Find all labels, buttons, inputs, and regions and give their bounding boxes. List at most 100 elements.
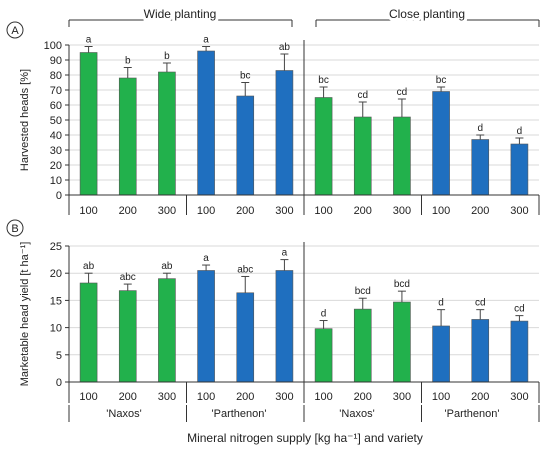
panel-b-y-tick-label: 5 <box>56 350 62 362</box>
panel-b-letter-5: abc <box>237 264 253 275</box>
variety-label-parthenon-wide: 'Parthenon' <box>212 408 267 420</box>
panel-a-letter-4: a <box>203 35 209 46</box>
panel-a-x-tick-label-10: 100 <box>432 205 450 217</box>
panel-a-letter-5: bc <box>240 71 251 82</box>
panel-a-x-tick-label-12: 300 <box>510 205 528 217</box>
panel-a-y-tick-label: 70 <box>50 85 62 97</box>
panel-a-bar-2 <box>118 77 137 196</box>
group-label-wide: Wide planting <box>144 7 217 21</box>
panel-a-y-tick-label: 90 <box>50 55 62 67</box>
variety-label-naxos-wide: 'Naxos' <box>106 408 141 420</box>
panel-a-x-tick-label-11: 200 <box>471 205 489 217</box>
panel-a-x-axis <box>68 40 540 215</box>
panel-b-x-tick-label-3: 300 <box>158 391 176 403</box>
panel-a-y-tick-label: 0 <box>56 190 62 202</box>
panel-a-bar-10 <box>432 91 450 196</box>
panel-a-x-tick-label-9: 300 <box>393 205 411 217</box>
panel-b-letter-4: a <box>203 253 209 264</box>
panel-a-marker: A <box>6 21 24 39</box>
group-bracket-close <box>315 19 540 27</box>
panel-b-y-tick-label: 20 <box>50 268 62 280</box>
panel-b-x-tick-label-2: 200 <box>119 391 137 403</box>
panel-b-bar-10 <box>432 325 450 383</box>
panel-a-x-tick-label-8: 200 <box>354 205 372 217</box>
panel-b-letter-12: cd <box>514 304 525 315</box>
panel-a-y-tick-label: 30 <box>50 145 62 157</box>
panel-a-y-tick-label: 100 <box>44 40 62 52</box>
panel-b-x-axis <box>68 242 540 422</box>
panel-b-x-tick-label-4: 100 <box>197 391 215 403</box>
panel-b-bar-6 <box>275 270 294 383</box>
panel-a-bar-4 <box>197 50 215 196</box>
panel-a-letter-11: d <box>477 123 483 134</box>
panel-a-letter-8: cd <box>357 90 368 101</box>
panel-b-y-tick-label: 0 <box>56 377 62 389</box>
panel-b-marker: B <box>6 219 24 237</box>
panel-a-letter-10: bc <box>436 75 447 86</box>
panel-a-x-tick-label-4: 100 <box>197 205 215 217</box>
panel-a-letter-2: b <box>125 56 131 67</box>
panel-a-error-bars <box>84 46 524 144</box>
panel-b-y-tick-label: 15 <box>50 295 62 307</box>
panel-a-y-tick-label: 10 <box>50 175 62 187</box>
panel-b-x-tick-labels: 100 200 300 100 200 300 100 200 300 100 200 300 <box>79 391 528 403</box>
panel-a-bar-7 <box>314 97 333 196</box>
panel-a-label: A <box>11 25 19 37</box>
panel-a-bar-3 <box>158 71 176 196</box>
panel-a-x-tick-label-6: 300 <box>275 205 293 217</box>
panel-b-bar-5 <box>236 292 255 383</box>
panel-a-y-tick-label: 40 <box>50 130 62 142</box>
panel-a-letter-7: bc <box>318 75 329 86</box>
panel-a-ylabel: Harvested heads [%] <box>19 69 31 171</box>
panel-b-bar-3 <box>158 278 176 383</box>
panel-a-bar-9 <box>393 116 411 196</box>
panel-a-x-tick-label-5: 200 <box>236 205 254 217</box>
panel-b-x-tick-label-5: 200 <box>236 391 254 403</box>
panel-b-bar-7 <box>314 328 333 383</box>
panel-a-bar-12 <box>510 143 529 196</box>
panel-a-letter-12: d <box>517 126 523 137</box>
panel-b-bar-2 <box>118 290 137 383</box>
panel-a-y-tick-label: 50 <box>50 115 62 127</box>
panel-a-bars <box>79 50 529 196</box>
panel-a-bar-11 <box>471 139 490 196</box>
panel-a-x-tick-label-2: 200 <box>119 205 137 217</box>
panel-a-bar-5 <box>236 95 255 196</box>
panel-b-bar-11 <box>471 319 490 383</box>
panel-b-letter-8: bcd <box>355 286 371 297</box>
panel-b-bar-12 <box>510 320 529 383</box>
panel-b-bar-1 <box>79 282 98 383</box>
panel-b-letter-6: a <box>282 248 288 259</box>
panel-a-x-tick-labels: 100 200 300 100 200 300 100 200 300 100 200 300 <box>79 205 528 217</box>
panel-b-label: B <box>11 223 18 235</box>
panel-b-letter-9: bcd <box>394 279 410 290</box>
panel-b-ylabel: Marketable head yield [t ha⁻¹] <box>19 242 31 387</box>
x-axis-title: Mineral nitrogen supply [kg ha⁻¹] and va… <box>187 431 423 445</box>
panel-a-y-tick-label: 80 <box>50 70 62 82</box>
panel-b-x-tick-label-8: 200 <box>354 391 372 403</box>
panel-b-y-tick-label: 25 <box>50 241 62 253</box>
panel-b-x-tick-label-9: 300 <box>393 391 411 403</box>
panel-b-bar-9 <box>393 301 411 383</box>
panel-a-letter-6: ab <box>279 42 291 53</box>
panel-b-letter-7: d <box>321 309 327 320</box>
panel-a-x-tick-label-7: 100 <box>314 205 332 217</box>
panel-b-bar-4 <box>197 270 215 383</box>
panel-b-x-tick-label-12: 300 <box>510 391 528 403</box>
variety-label-parthenon-close: 'Parthenon' <box>445 408 500 420</box>
panel-b-x-tick-label-1: 100 <box>79 391 97 403</box>
panel-a-x-tick-label-3: 300 <box>158 205 176 217</box>
panel-b-significance-letters: ab abc ab a abc a d bcd bcd d cd cd <box>83 248 525 320</box>
panel-a-y-ticks: 0 10 20 30 40 50 60 70 80 90 100 <box>44 40 70 202</box>
group-label-close: Close planting <box>389 7 465 21</box>
panel-b-y-ticks: 0 5 10 15 20 25 <box>50 241 70 389</box>
panel-b-bar-8 <box>353 308 372 383</box>
panel-b-error-bars <box>84 259 524 329</box>
panel-b-letter-2: abc <box>120 272 136 283</box>
panel-a-bar-6 <box>275 70 294 196</box>
panel-b-y-tick-label: 10 <box>50 323 62 335</box>
panel-a-x-tick-label-1: 100 <box>79 205 97 217</box>
panel-b-x-tick-label-10: 100 <box>432 391 450 403</box>
panel-a-letter-9: cd <box>397 87 408 98</box>
